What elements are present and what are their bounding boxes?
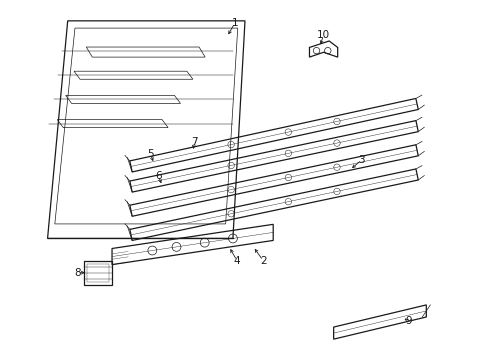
Text: 4: 4 — [234, 256, 240, 266]
Text: 9: 9 — [405, 316, 412, 326]
Text: 3: 3 — [359, 155, 365, 165]
Text: 1: 1 — [232, 18, 238, 28]
Text: 2: 2 — [260, 256, 267, 266]
Text: 8: 8 — [74, 268, 81, 278]
Text: 5: 5 — [147, 149, 154, 159]
Text: 7: 7 — [191, 137, 198, 147]
Text: 10: 10 — [317, 30, 330, 40]
Text: 6: 6 — [155, 171, 162, 181]
